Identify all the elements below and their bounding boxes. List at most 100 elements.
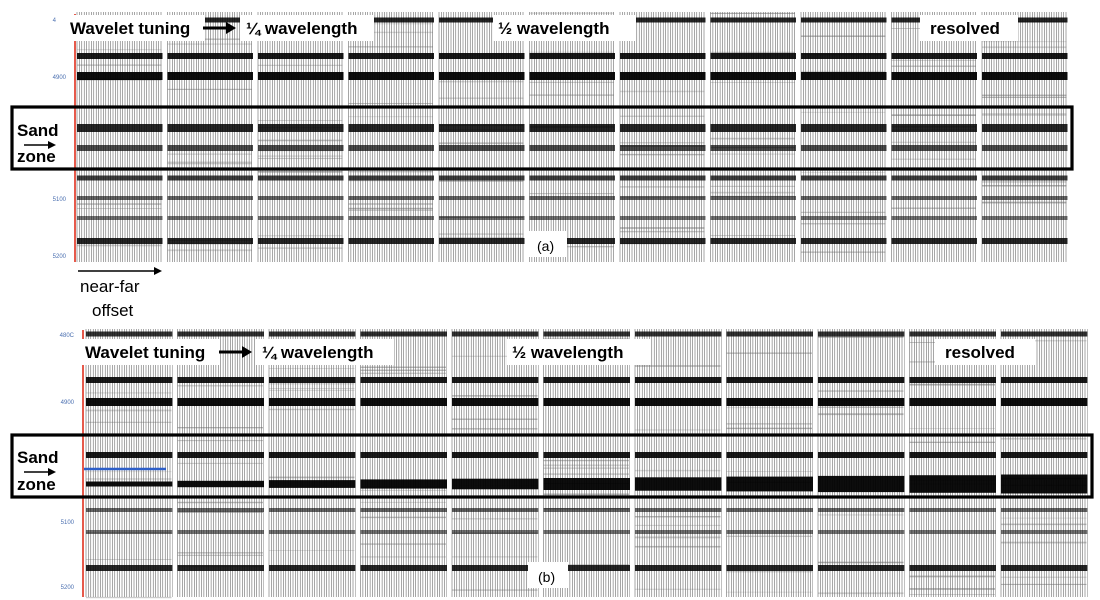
gather-gap: [343, 12, 347, 262]
reflector-band: [801, 238, 887, 244]
reflector-band: [86, 481, 173, 487]
reflector-band: [529, 72, 615, 80]
reflector-band: [982, 196, 1068, 200]
gather-column: [981, 12, 1071, 262]
trace-lines: [257, 12, 345, 262]
reflector-band: [891, 145, 977, 151]
arrow-icon-a: [203, 22, 236, 34]
trace-lines: [85, 329, 176, 597]
reflector-band: [167, 124, 253, 132]
noise-streak: [167, 249, 252, 252]
wavelet-tuning-label-b: Wavelet tuning: [85, 343, 205, 362]
reflector-band: [167, 53, 253, 59]
reflector-band: [348, 53, 434, 59]
noise-streak: [452, 355, 538, 357]
reflector-band: [543, 398, 630, 406]
reflector-band: [348, 175, 434, 181]
reflector-band: [818, 475, 905, 493]
sand-zone-label-a-line1: Sand: [17, 121, 59, 140]
quarter-wavelength-label-a: ¼ wavelength: [246, 19, 357, 38]
noise-streak: [543, 564, 629, 565]
noise-streak: [167, 161, 252, 163]
trace-lines: [438, 12, 526, 262]
noise-streak: [891, 158, 976, 160]
noise-streak: [177, 440, 263, 442]
reflector-band: [360, 452, 447, 458]
noise-streak: [726, 571, 812, 573]
noise-streak: [439, 180, 524, 182]
noise-streak: [891, 141, 976, 143]
gather-gap: [162, 12, 166, 262]
reflector-band: [360, 565, 447, 571]
noise-streak: [258, 155, 343, 157]
noise-streak: [635, 429, 721, 431]
reflector-band: [86, 565, 173, 571]
reflector-band: [982, 145, 1068, 151]
reflector-band: [348, 238, 434, 244]
noise-streak: [982, 46, 1067, 49]
depth-tick-b-2: 5100: [61, 520, 75, 526]
reflector-band: [529, 196, 615, 200]
reflector-band: [439, 175, 525, 181]
gather-column: [619, 12, 709, 262]
sand-zone-box-b: [10, 433, 1094, 499]
gather-gap: [355, 329, 359, 597]
trace-lines: [543, 329, 633, 597]
reflector-band: [529, 145, 615, 151]
gather-gap: [813, 329, 816, 597]
noise-streak: [258, 170, 343, 173]
reflector-band: [710, 175, 796, 181]
gather-gap: [538, 329, 542, 597]
noise-streak: [710, 82, 795, 83]
noise-streak: [982, 113, 1067, 115]
reflector-band: [177, 398, 264, 406]
reflector-band: [543, 452, 630, 458]
reflector-band: [982, 17, 1068, 23]
noise-streak: [909, 441, 995, 443]
trace-lines: [891, 12, 979, 262]
reflector-band: [909, 508, 996, 512]
noise-streak: [726, 471, 812, 472]
reflector-band: [982, 216, 1068, 220]
reflector-band: [818, 530, 905, 534]
reflector-band: [258, 72, 344, 80]
noise-streak: [86, 478, 172, 480]
noise-streak: [801, 35, 886, 37]
trace-lines: [529, 12, 617, 262]
reflector-band: [452, 452, 539, 458]
gather-column: [634, 329, 725, 597]
noise-streak: [891, 114, 976, 116]
trace-lines: [177, 329, 267, 597]
gather-column: [451, 329, 542, 597]
reflector-band: [167, 216, 253, 220]
reflector-band: [635, 508, 722, 512]
reflector-band: [1001, 508, 1088, 512]
reflector-band: [269, 530, 356, 534]
noise-streak: [543, 459, 629, 462]
depth-axis-b: 480C 4900 5100 5200: [60, 333, 75, 591]
reflector-band: [909, 452, 996, 458]
reflector-band: [710, 124, 796, 132]
reflector-band: [529, 238, 615, 244]
reflector-band: [77, 175, 163, 181]
reflector-band: [452, 508, 539, 512]
reflector-band: [77, 216, 163, 220]
offset-arrow-icon: [154, 267, 162, 275]
noise-streak: [439, 142, 524, 144]
noise-streak: [620, 230, 705, 233]
noise-streak: [818, 336, 904, 338]
noise-streak: [909, 575, 995, 578]
reflector-band: [77, 53, 163, 59]
reflector-band: [710, 72, 796, 80]
reflector-band: [177, 452, 264, 458]
noise-streak: [529, 246, 614, 248]
reflector-band: [710, 196, 796, 200]
noise-streak: [726, 591, 812, 593]
noise-streak: [258, 157, 343, 159]
reflector-band: [909, 377, 996, 383]
reflector-band: [543, 478, 630, 490]
gather-column: [268, 329, 359, 597]
trace-lines: [268, 329, 359, 597]
reflector-band: [801, 72, 887, 80]
noise-streak: [269, 383, 355, 385]
